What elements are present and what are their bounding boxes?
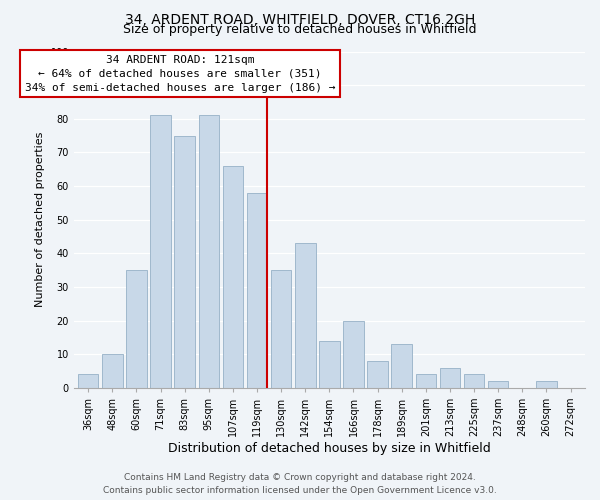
Bar: [126, 270, 146, 388]
Bar: [416, 374, 436, 388]
Bar: [223, 166, 243, 388]
Bar: [319, 341, 340, 388]
Text: Size of property relative to detached houses in Whitfield: Size of property relative to detached ho…: [123, 22, 477, 36]
Text: 34, ARDENT ROAD, WHITFIELD, DOVER, CT16 2GH: 34, ARDENT ROAD, WHITFIELD, DOVER, CT16 …: [125, 12, 475, 26]
Bar: [440, 368, 460, 388]
Bar: [151, 116, 171, 388]
Bar: [536, 381, 557, 388]
X-axis label: Distribution of detached houses by size in Whitfield: Distribution of detached houses by size …: [168, 442, 491, 455]
Bar: [367, 361, 388, 388]
Bar: [343, 320, 364, 388]
Text: 34 ARDENT ROAD: 121sqm
← 64% of detached houses are smaller (351)
34% of semi-de: 34 ARDENT ROAD: 121sqm ← 64% of detached…: [25, 55, 335, 93]
Bar: [175, 136, 195, 388]
Bar: [247, 193, 267, 388]
Y-axis label: Number of detached properties: Number of detached properties: [35, 132, 45, 308]
Bar: [295, 244, 316, 388]
Bar: [464, 374, 484, 388]
Bar: [271, 270, 292, 388]
Bar: [78, 374, 98, 388]
Bar: [199, 116, 219, 388]
Bar: [102, 354, 122, 388]
Bar: [488, 381, 508, 388]
Text: Contains HM Land Registry data © Crown copyright and database right 2024.
Contai: Contains HM Land Registry data © Crown c…: [103, 474, 497, 495]
Bar: [391, 344, 412, 388]
